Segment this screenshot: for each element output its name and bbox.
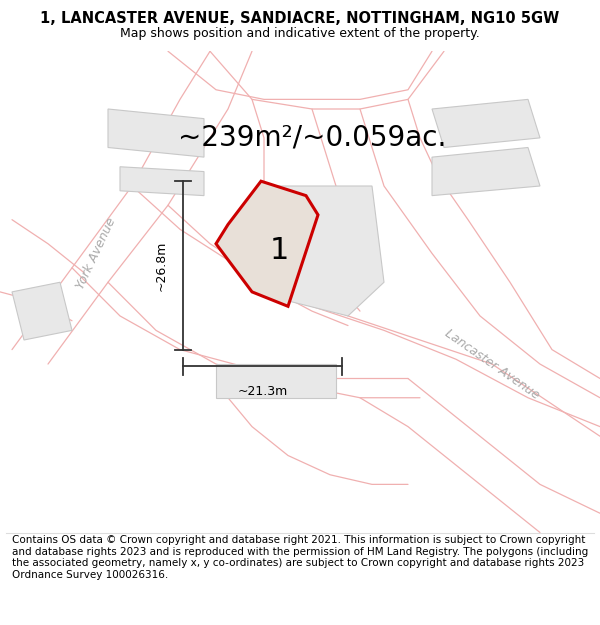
Polygon shape <box>216 364 336 398</box>
Text: ~21.3m: ~21.3m <box>238 385 287 398</box>
Text: 1: 1 <box>269 236 289 266</box>
Text: York Avenue: York Avenue <box>74 216 118 291</box>
Polygon shape <box>120 167 204 196</box>
Polygon shape <box>432 99 540 148</box>
Text: ~26.8m: ~26.8m <box>155 240 168 291</box>
Text: 1, LANCASTER AVENUE, SANDIACRE, NOTTINGHAM, NG10 5GW: 1, LANCASTER AVENUE, SANDIACRE, NOTTINGH… <box>40 11 560 26</box>
Polygon shape <box>240 186 384 316</box>
Text: Contains OS data © Crown copyright and database right 2021. This information is : Contains OS data © Crown copyright and d… <box>12 535 588 580</box>
Polygon shape <box>432 148 540 196</box>
Polygon shape <box>108 109 204 157</box>
Text: Lancaster Avenue: Lancaster Avenue <box>442 326 542 402</box>
Text: ~239m²/~0.059ac.: ~239m²/~0.059ac. <box>178 124 446 152</box>
Polygon shape <box>216 181 318 306</box>
Text: Map shows position and indicative extent of the property.: Map shows position and indicative extent… <box>120 27 480 40</box>
Polygon shape <box>12 282 72 340</box>
